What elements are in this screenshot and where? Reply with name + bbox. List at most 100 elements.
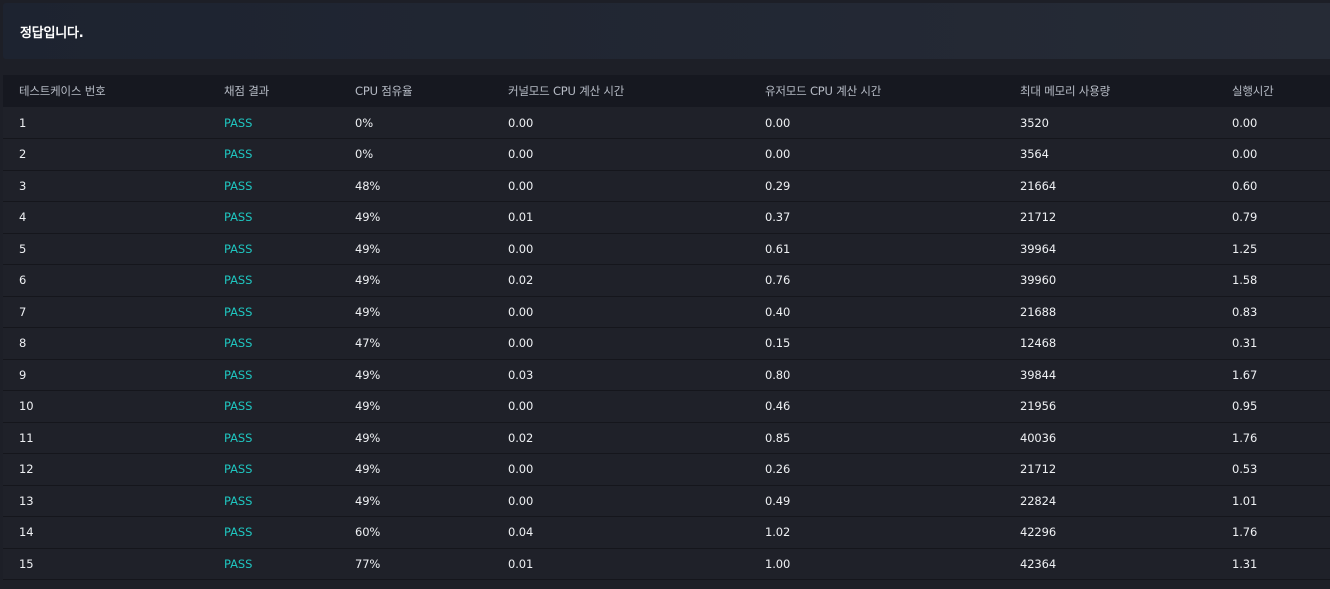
cell-max-memory: 21664 xyxy=(1020,178,1057,193)
cell-kernel-time: 0.04 xyxy=(508,525,534,540)
cell-max-memory: 12468 xyxy=(1020,336,1057,351)
cell-kernel-time: 0.00 xyxy=(508,399,534,414)
cell-result: PASS xyxy=(224,399,253,414)
header-exec-time: 실행시간 xyxy=(1232,84,1274,98)
table-row: 4 PASS 49% 0.01 0.37 21712 0.79 xyxy=(3,201,1330,233)
cell-kernel-time: 0.00 xyxy=(508,147,534,162)
cell-user-time: 0.61 xyxy=(765,241,791,256)
cell-testcase: 9 xyxy=(19,367,27,382)
cell-exec-time: 1.76 xyxy=(1232,525,1258,540)
cell-cpu-usage: 47% xyxy=(355,336,381,351)
cell-exec-time: 0.53 xyxy=(1232,462,1258,477)
table-header: 테스트케이스 번호 채점 결과 CPU 점유율 커널모드 CPU 계산 시간 유… xyxy=(3,75,1330,107)
cell-testcase: 11 xyxy=(19,430,34,445)
table-row: 9 PASS 49% 0.03 0.80 39844 1.67 xyxy=(3,359,1330,391)
cell-kernel-time: 0.01 xyxy=(508,556,534,571)
cell-exec-time: 0.79 xyxy=(1232,210,1258,225)
cell-user-time: 0.00 xyxy=(765,115,791,130)
cell-max-memory: 40036 xyxy=(1020,430,1057,445)
cell-testcase: 4 xyxy=(19,210,27,225)
cell-result: PASS xyxy=(224,115,253,130)
cell-exec-time: 1.01 xyxy=(1232,493,1258,508)
cell-cpu-usage: 49% xyxy=(355,273,381,288)
cell-max-memory: 21712 xyxy=(1020,462,1057,477)
cell-max-memory: 21956 xyxy=(1020,399,1057,414)
cell-result: PASS xyxy=(224,430,253,445)
cell-cpu-usage: 0% xyxy=(355,115,374,130)
cell-cpu-usage: 49% xyxy=(355,462,381,477)
cell-cpu-usage: 49% xyxy=(355,304,381,319)
cell-kernel-time: 0.02 xyxy=(508,273,534,288)
cell-cpu-usage: 49% xyxy=(355,399,381,414)
cell-testcase: 13 xyxy=(19,493,34,508)
cell-kernel-time: 0.00 xyxy=(508,115,534,130)
table-body: 1 PASS 0% 0.00 0.00 3520 0.00 2 PASS 0% … xyxy=(3,107,1330,580)
testcase-table: 테스트케이스 번호 채점 결과 CPU 점유율 커널모드 CPU 계산 시간 유… xyxy=(3,75,1330,580)
cell-kernel-time: 0.01 xyxy=(508,210,534,225)
cell-user-time: 0.29 xyxy=(765,178,791,193)
cell-result: PASS xyxy=(224,556,253,571)
header-max-memory: 최대 메모리 사용량 xyxy=(1020,84,1110,98)
cell-cpu-usage: 48% xyxy=(355,178,381,193)
cell-kernel-time: 0.00 xyxy=(508,241,534,256)
cell-exec-time: 0.60 xyxy=(1232,178,1258,193)
table-row: 13 PASS 49% 0.00 0.49 22824 1.01 xyxy=(3,485,1330,517)
cell-cpu-usage: 49% xyxy=(355,493,381,508)
cell-user-time: 1.00 xyxy=(765,556,791,571)
cell-result: PASS xyxy=(224,147,253,162)
cell-result: PASS xyxy=(224,273,253,288)
cell-testcase: 7 xyxy=(19,304,27,319)
cell-kernel-time: 0.00 xyxy=(508,493,534,508)
cell-max-memory: 21688 xyxy=(1020,304,1057,319)
cell-max-memory: 21712 xyxy=(1020,210,1057,225)
cell-max-memory: 39844 xyxy=(1020,367,1057,382)
table-row: 1 PASS 0% 0.00 0.00 3520 0.00 xyxy=(3,107,1330,139)
cell-exec-time: 1.25 xyxy=(1232,241,1258,256)
cell-exec-time: 0.00 xyxy=(1232,115,1258,130)
cell-max-memory: 39964 xyxy=(1020,241,1057,256)
cell-user-time: 0.76 xyxy=(765,273,791,288)
cell-max-memory: 22824 xyxy=(1020,493,1057,508)
table-row: 11 PASS 49% 0.02 0.85 40036 1.76 xyxy=(3,422,1330,454)
cell-testcase: 12 xyxy=(19,462,34,477)
cell-exec-time: 1.58 xyxy=(1232,273,1258,288)
cell-result: PASS xyxy=(224,178,253,193)
cell-result: PASS xyxy=(224,493,253,508)
table-row: 3 PASS 48% 0.00 0.29 21664 0.60 xyxy=(3,170,1330,202)
cell-testcase: 14 xyxy=(19,525,34,540)
cell-user-time: 0.26 xyxy=(765,462,791,477)
cell-kernel-time: 0.00 xyxy=(508,304,534,319)
cell-kernel-time: 0.03 xyxy=(508,367,534,382)
cell-testcase: 5 xyxy=(19,241,27,256)
cell-testcase: 1 xyxy=(19,115,27,130)
cell-cpu-usage: 0% xyxy=(355,147,374,162)
cell-user-time: 0.80 xyxy=(765,367,791,382)
cell-user-time: 0.85 xyxy=(765,430,791,445)
cell-kernel-time: 0.02 xyxy=(508,430,534,445)
cell-exec-time: 0.83 xyxy=(1232,304,1258,319)
header-result: 채점 결과 xyxy=(224,84,269,98)
cell-result: PASS xyxy=(224,304,253,319)
header-user-time: 유저모드 CPU 계산 시간 xyxy=(765,84,882,98)
cell-result: PASS xyxy=(224,241,253,256)
cell-exec-time: 1.76 xyxy=(1232,430,1258,445)
cell-max-memory: 42296 xyxy=(1020,525,1057,540)
cell-kernel-time: 0.00 xyxy=(508,336,534,351)
table-row: 5 PASS 49% 0.00 0.61 39964 1.25 xyxy=(3,233,1330,265)
cell-max-memory: 3564 xyxy=(1020,147,1049,162)
cell-cpu-usage: 49% xyxy=(355,367,381,382)
cell-result: PASS xyxy=(224,367,253,382)
header-cpu-usage: CPU 점유율 xyxy=(355,84,413,98)
testcase-table-container: 테스트케이스 번호 채점 결과 CPU 점유율 커널모드 CPU 계산 시간 유… xyxy=(3,75,1330,580)
table-row: 2 PASS 0% 0.00 0.00 3564 0.00 xyxy=(3,138,1330,170)
cell-cpu-usage: 77% xyxy=(355,556,381,571)
cell-cpu-usage: 49% xyxy=(355,241,381,256)
table-header-row: 테스트케이스 번호 채점 결과 CPU 점유율 커널모드 CPU 계산 시간 유… xyxy=(3,75,1330,107)
table-row: 8 PASS 47% 0.00 0.15 12468 0.31 xyxy=(3,327,1330,359)
cell-testcase: 6 xyxy=(19,273,27,288)
cell-kernel-time: 0.00 xyxy=(508,462,534,477)
result-message: 정답입니다. xyxy=(20,25,84,41)
cell-user-time: 0.46 xyxy=(765,399,791,414)
cell-user-time: 0.00 xyxy=(765,147,791,162)
cell-testcase: 10 xyxy=(19,399,34,414)
